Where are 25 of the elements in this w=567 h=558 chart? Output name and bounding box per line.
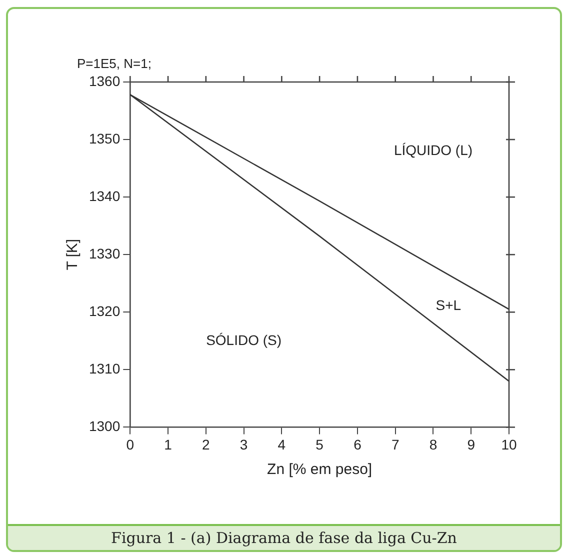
x-tick-label: 3 (240, 436, 248, 452)
x-tick-label: 5 (316, 436, 324, 452)
annotation: SÓLIDO (S) (206, 332, 282, 348)
x-tick-label: 1 (164, 436, 172, 452)
text: Figura 1 - (a) Diagrama de fase da liga Cu-Zn (8, 524, 560, 550)
x-tick-label: 0 (126, 436, 134, 452)
y-tick-label: 1330 (88, 245, 120, 262)
x-axis-title: Zn [% em peso] (267, 461, 372, 478)
x-tick-label: 9 (467, 436, 476, 452)
x-tick-label: 10 (501, 436, 517, 452)
x-tick-label: 8 (429, 436, 438, 452)
y-tick-label: 1360 (88, 72, 120, 89)
chart-subtitle: P=1E5, N=1; (77, 56, 152, 71)
y-tick-label: 1350 (88, 130, 120, 146)
x-tick-label: 4 (278, 436, 286, 452)
y-tick-label: 1340 (88, 188, 120, 204)
annotation: S+L (436, 297, 462, 314)
x-tick-label: 2 (202, 436, 210, 452)
annotation: LÍQUIDO (L) (394, 142, 473, 158)
y-axis-title: T [K] (64, 238, 82, 270)
x-tick-label: 6 (354, 436, 362, 452)
y-tick-label: 1310 (88, 360, 120, 377)
y-tick-label: 1320 (88, 302, 120, 319)
y-tick-label: 1300 (88, 418, 120, 434)
x-tick-label: 7 (391, 436, 400, 452)
